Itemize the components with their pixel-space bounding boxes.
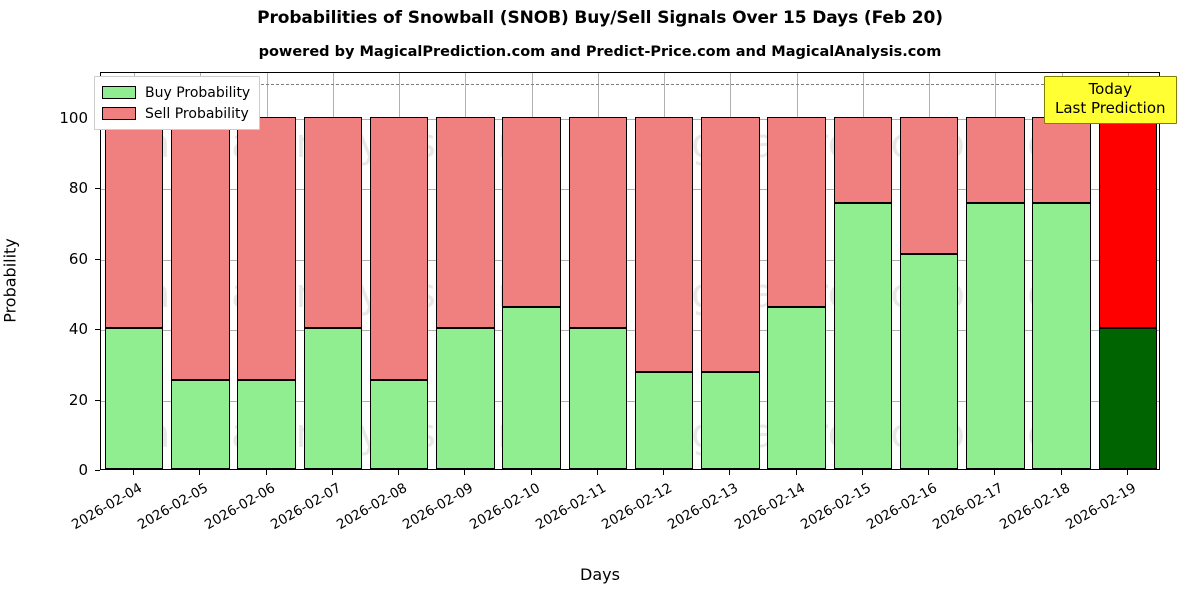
- y-tick-mark: [95, 329, 100, 331]
- bar-segment-sell[interactable]: [303, 116, 363, 329]
- today-annotation: Today Last Prediction: [1044, 76, 1177, 124]
- bar-segment-sell[interactable]: [701, 116, 760, 372]
- bar-segment-buy[interactable]: [171, 379, 230, 469]
- bar-segment-buy[interactable]: [237, 379, 296, 469]
- bar-segment-sell[interactable]: [171, 116, 230, 380]
- bar-segment-buy[interactable]: [104, 328, 164, 469]
- gridline-horizontal: [101, 118, 1159, 120]
- x-tick-mark: [199, 470, 200, 475]
- bar-segment-sell[interactable]: [436, 116, 495, 329]
- bar-group[interactable]: [502, 73, 561, 469]
- y-tick-mark: [95, 470, 100, 471]
- bar-segment-sell[interactable]: [237, 116, 296, 380]
- bar-segment-buy[interactable]: [568, 328, 628, 469]
- threshold-dashed-line: [101, 83, 1159, 85]
- bar-group[interactable]: [303, 73, 363, 469]
- x-tick-mark: [332, 470, 333, 475]
- x-tick-mark: [597, 470, 598, 475]
- gridline-horizontal: [101, 400, 1159, 402]
- today-annotation-line1: Today: [1088, 80, 1132, 98]
- x-tick-mark: [531, 470, 532, 475]
- bar-segment-sell[interactable]: [1098, 116, 1158, 329]
- legend-label-sell: Sell Probability: [145, 105, 249, 122]
- x-tick-mark: [1061, 470, 1062, 475]
- bar-segment-buy[interactable]: [502, 306, 561, 469]
- bar-group[interactable]: [104, 73, 164, 469]
- legend-swatch-sell-icon: [102, 107, 136, 120]
- bar-segment-buy[interactable]: [1032, 203, 1091, 469]
- x-tick-mark: [729, 470, 730, 475]
- chart-subtitle: powered by MagicalPrediction.com and Pre…: [258, 44, 942, 60]
- y-tick-mark: [95, 399, 100, 401]
- y-tick-label: 60: [68, 249, 88, 268]
- bar-segment-buy[interactable]: [1098, 328, 1158, 469]
- y-tick-label: 100: [59, 108, 88, 127]
- bar-group[interactable]: [966, 73, 1025, 469]
- bar-segment-sell[interactable]: [104, 116, 164, 329]
- y-tick-mark: [95, 258, 100, 260]
- gridline-horizontal: [101, 189, 1159, 191]
- y-tick-label: 0: [78, 461, 88, 479]
- y-tick-label: 40: [68, 320, 88, 339]
- chart-legend: Buy Probability Sell Probability: [94, 76, 261, 130]
- x-tick-mark: [464, 470, 465, 475]
- legend-item-buy: Buy Probability: [102, 82, 250, 103]
- x-tick-mark: [928, 470, 929, 475]
- legend-item-sell: Sell Probability: [102, 103, 250, 124]
- bar-group[interactable]: [1032, 73, 1091, 469]
- bar-segment-buy[interactable]: [634, 371, 694, 469]
- chart-title: Probabilities of Snowball (SNOB) Buy/Sel…: [257, 8, 943, 28]
- bar-group[interactable]: [634, 73, 694, 469]
- bar-segment-buy[interactable]: [369, 379, 429, 469]
- bar-group[interactable]: [436, 73, 495, 469]
- y-axis-label: Probability: [0, 238, 20, 323]
- bar-segment-sell[interactable]: [833, 116, 893, 204]
- x-tick-mark: [133, 470, 134, 475]
- bar-segment-buy[interactable]: [833, 203, 893, 469]
- gridline-horizontal: [101, 259, 1159, 261]
- bar-group[interactable]: [171, 73, 230, 469]
- bar-segment-sell[interactable]: [899, 116, 959, 255]
- bar-segment-buy[interactable]: [436, 328, 495, 469]
- y-tick-label: 80: [68, 179, 88, 198]
- y-tick-mark: [95, 188, 100, 190]
- bar-segment-buy[interactable]: [966, 203, 1025, 469]
- bar-segment-sell[interactable]: [502, 116, 561, 307]
- bar-group[interactable]: [701, 73, 760, 469]
- bar-segment-sell[interactable]: [634, 116, 694, 372]
- bar-segment-buy[interactable]: [899, 254, 959, 469]
- x-tick-mark: [796, 470, 797, 475]
- x-tick-mark: [994, 470, 995, 475]
- bar-segment-sell[interactable]: [568, 116, 628, 329]
- bar-segment-sell[interactable]: [966, 116, 1025, 204]
- bar-group[interactable]: [767, 73, 826, 469]
- x-tick-mark: [398, 470, 399, 475]
- bar-group[interactable]: [833, 73, 893, 469]
- x-tick-mark: [1127, 470, 1128, 475]
- bar-group[interactable]: [369, 73, 429, 469]
- bar-group[interactable]: [899, 73, 959, 469]
- bars-layer: [101, 73, 1159, 469]
- bar-segment-sell[interactable]: [369, 116, 429, 380]
- plot-area: MagicalAnalysis.comMagicalPrediction.com…: [100, 72, 1160, 470]
- legend-label-buy: Buy Probability: [145, 84, 251, 101]
- bar-group[interactable]: [1098, 73, 1158, 469]
- bar-segment-sell[interactable]: [767, 116, 826, 307]
- x-tick-mark: [862, 470, 863, 475]
- x-tick-mark: [663, 470, 664, 475]
- legend-swatch-buy-icon: [102, 86, 136, 99]
- x-axis-label: Days: [580, 565, 620, 584]
- bar-segment-sell[interactable]: [1032, 116, 1091, 204]
- gridline-horizontal: [101, 330, 1159, 332]
- x-tick-mark: [266, 470, 267, 475]
- bar-segment-buy[interactable]: [701, 371, 760, 469]
- bar-segment-buy[interactable]: [303, 328, 363, 469]
- bar-segment-buy[interactable]: [767, 306, 826, 469]
- today-annotation-line2: Last Prediction: [1055, 99, 1166, 117]
- bar-group[interactable]: [568, 73, 628, 469]
- y-tick-label: 20: [68, 390, 88, 409]
- bar-group[interactable]: [237, 73, 296, 469]
